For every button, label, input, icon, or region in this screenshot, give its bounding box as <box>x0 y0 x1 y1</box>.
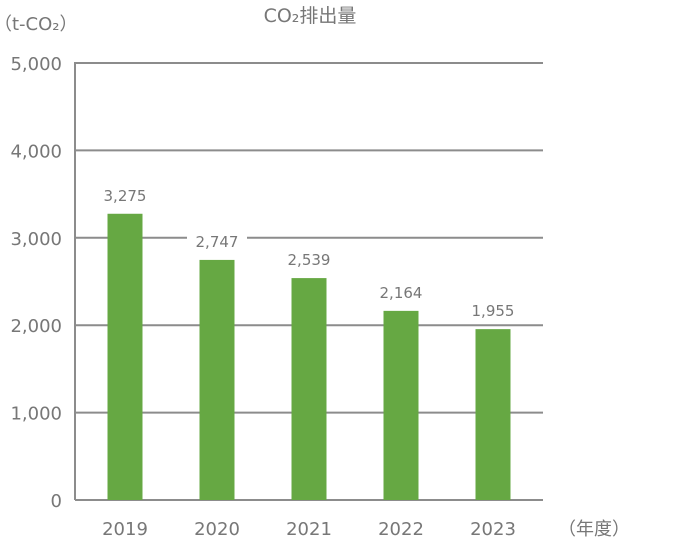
bar-2019 <box>107 213 143 500</box>
y-axis-unit: （t-CO₂） <box>0 14 78 35</box>
data-label-background <box>95 181 155 206</box>
data-label: 1,955 <box>472 302 515 320</box>
x-tick-label: 2021 <box>286 519 332 540</box>
data-label: 2,164 <box>380 284 423 302</box>
x-tick-label: 2020 <box>194 519 240 540</box>
y-tick-label: 0 <box>51 491 62 512</box>
x-tick-label: 2022 <box>378 519 424 540</box>
y-tick-label: 5,000 <box>10 54 62 75</box>
bar-2022 <box>383 310 419 500</box>
bar-2020 <box>199 259 235 500</box>
y-tick-label: 2,000 <box>10 316 62 337</box>
bar-2021 <box>291 278 327 500</box>
x-tick-label: 2023 <box>470 519 516 540</box>
data-label: 3,275 <box>104 187 147 205</box>
data-label: 2,747 <box>196 233 239 251</box>
y-tick-label: 1,000 <box>10 404 62 425</box>
data-label-background <box>371 278 431 303</box>
data-label: 2,539 <box>288 251 331 269</box>
bar-2023 <box>475 329 511 500</box>
data-label-background <box>279 246 339 271</box>
x-tick-label: 2019 <box>102 519 148 540</box>
data-label-background <box>463 297 523 322</box>
chart-title: CO₂排出量 <box>264 5 357 27</box>
y-tick-label: 4,000 <box>10 141 62 162</box>
data-label-background <box>187 227 247 252</box>
x-axis-unit: （年度） <box>558 519 630 540</box>
y-tick-label: 3,000 <box>10 229 62 250</box>
